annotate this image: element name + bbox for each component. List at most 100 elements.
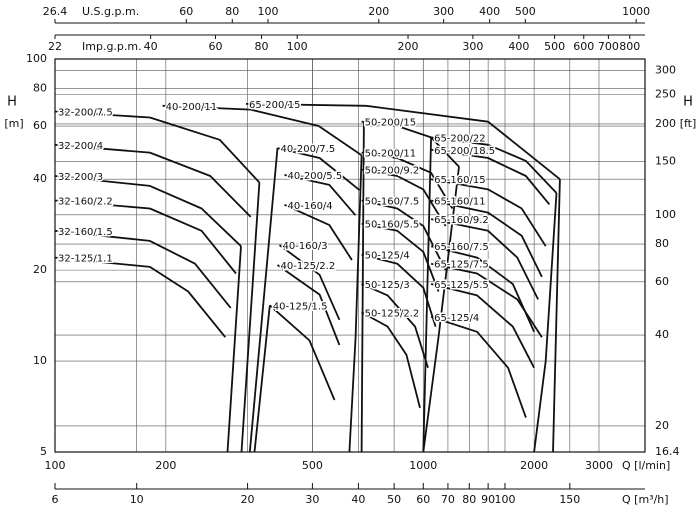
limit-line [552,179,561,453]
curve-label: 50-200/15 [365,118,417,129]
pump-curve [430,136,558,194]
limit-line [348,155,363,453]
curve-label: 50-160/7.5 [365,197,420,208]
x2-tick-label: 30 [305,493,319,506]
curve-label: 65-160/15 [434,175,486,186]
x2-tick-label: 100 [494,493,515,506]
top-tick-label: 400 [479,5,500,18]
x2-tick-label: 40 [351,493,365,506]
curve-label: 32-160/1.5 [58,227,113,238]
curve-label: 50-200/9.2 [365,166,420,177]
curve-label: 50-200/11 [365,149,417,160]
pump-curve [361,222,440,292]
x-axis-label: Q [l/min] [622,459,670,472]
x-tick-label: 2000 [520,459,548,472]
curve-label: 65-200/18.5 [434,146,495,157]
pump-curve [430,178,547,247]
top2-axis-label: Imp.g.p.m. [82,40,142,53]
curve-label: 40-200/7.5 [281,144,336,155]
x2-tick-label: 10 [130,493,144,506]
x2-axis-label: Q [m³/h] [622,493,669,506]
curve-label: 65-125/7.5 [434,260,489,271]
curve-label: 50-125/2.2 [365,308,420,319]
curve-label: 40-125/2.2 [281,261,336,272]
pump-curve [276,264,341,346]
top2-tick-label: 40 [144,40,158,53]
pump-curve [430,316,527,418]
top-tick-label: 200 [368,5,389,18]
pump-curve [54,256,226,338]
top2-tick-label: 80 [254,40,268,53]
top2-tick-label: 600 [573,40,594,53]
top-axis-label: U.S.g.p.m. [82,5,139,18]
limit-line [533,192,558,453]
y2-tick-label: 300 [655,64,676,77]
x2-tick-label: 90 [481,493,495,506]
curve-label: 32-200/7.5 [58,108,113,119]
y2-tick-label: 100 [655,208,676,221]
x2-tick-label: 6 [52,493,59,506]
curve-label: 32-160/2.2 [58,197,113,208]
top-tick-label: 80 [225,5,239,18]
curve-label: 65-160/11 [434,197,486,208]
pump-curve [245,103,561,180]
x-tick-label: 100 [45,459,66,472]
pump-curve [54,110,261,184]
pump-curve [361,253,437,327]
y2-tick-label: 20 [655,419,669,432]
top2-tick-label: 500 [544,40,565,53]
limit-line [226,246,242,453]
y-axis-label: H [7,95,17,110]
top2-tick-label: 22 [48,40,62,53]
y2-tick-label: 250 [655,88,676,101]
pump-curve [361,311,421,409]
curve-label: 32-125/1.1 [58,254,113,265]
curve-label: 65-160/9.2 [434,215,489,226]
curve-label: 50-160/5.5 [365,220,420,231]
x2-tick-label: 80 [462,493,476,506]
pump-curve [430,149,551,205]
y-tick-label: 5 [40,445,47,458]
top2-tick-label: 100 [287,40,308,53]
x-tick-label: 3000 [585,459,613,472]
limit-line [360,121,365,453]
pump-curve [361,283,429,369]
x-tick-label: 200 [155,459,176,472]
pump-curve [278,244,341,321]
pump-curve [430,199,543,278]
curve-label: 40-200/11 [166,102,218,113]
pump-curve [54,229,232,309]
curve-label: 65-160/7.5 [434,242,489,253]
top-tick-label: 100 [257,5,278,18]
y-axis-unit: [m] [4,117,23,130]
y-tick-label: 10 [33,354,47,367]
curve-label: 40-160/3 [282,241,327,252]
pump-curve [269,304,336,401]
pump-curve [430,262,543,338]
curve-label: 65-125/4 [434,313,479,324]
x2-tick-label: 60 [416,493,430,506]
curve-label: 40-160/4 [288,201,333,212]
pump-curve [361,199,447,271]
top-tick-label: 60 [179,5,193,18]
curve-label: 65-200/22 [434,133,486,144]
y-tick-label: 80 [33,81,47,94]
curve-label: 65-125/5.5 [434,280,489,291]
x-tick-label: 500 [302,459,323,472]
pump-curve [361,151,454,209]
pump-curve [54,143,252,218]
pump-curve [162,104,363,157]
y2-tick-label: 150 [655,155,676,168]
limit-line [253,305,271,453]
y2-tick-label: 40 [655,328,669,341]
y-tick-label: 40 [33,172,47,185]
curve-label: 32-200/3 [58,172,103,183]
limit-line [240,182,261,453]
top-tick-label: 26.4 [43,5,68,18]
x2-tick-label: 70 [441,493,455,506]
pump-curve [284,174,357,216]
top-tick-label: 500 [515,5,536,18]
curve-label: 32-200/4 [58,141,103,152]
